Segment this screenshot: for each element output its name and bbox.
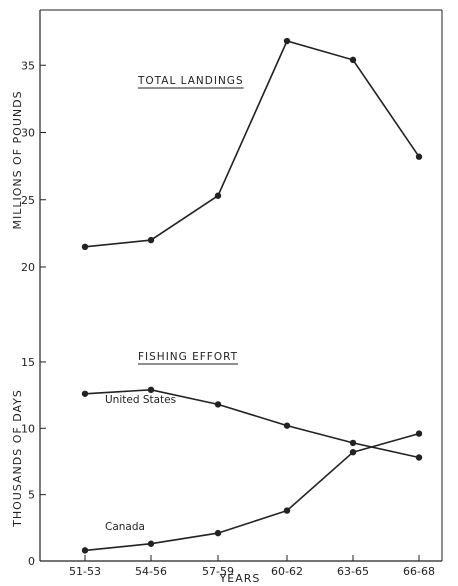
data-point xyxy=(349,448,357,456)
data-point xyxy=(81,547,89,554)
x-tick-label: 63-65 xyxy=(337,565,369,578)
data-point xyxy=(214,401,222,408)
x-tick-label: 54-56 xyxy=(135,565,167,578)
series-line xyxy=(84,388,420,459)
x-tick-label: 66-68 xyxy=(403,565,435,578)
series-label-canada: Canada xyxy=(105,521,145,533)
data-point xyxy=(349,439,357,447)
data-point xyxy=(81,390,89,397)
y-tick-label: 30 xyxy=(21,127,35,140)
y-tick-label: 0 xyxy=(28,555,35,568)
data-point xyxy=(415,454,423,461)
series-line xyxy=(84,40,420,248)
data-point xyxy=(147,236,155,244)
y-tick-label: 35 xyxy=(21,59,35,72)
data-point xyxy=(81,243,89,251)
y-axis-title: THOUSANDS OF DAYS xyxy=(11,389,24,528)
y-tick-label: 20 xyxy=(21,261,35,274)
y-tick-label: 15 xyxy=(21,356,35,369)
x-tick-label: 57-59 xyxy=(202,565,234,578)
data-point xyxy=(147,540,155,547)
x-tick-label: 51-53 xyxy=(69,565,101,578)
series-line xyxy=(84,432,420,552)
x-axis-title: YEARS xyxy=(219,572,261,585)
panel-title: FISHING EFFORT xyxy=(138,351,238,363)
series-label-united-states: United States xyxy=(105,394,176,406)
data-point xyxy=(415,153,423,160)
panel-title: TOTAL LANDINGS xyxy=(137,75,244,87)
data-point xyxy=(283,507,291,514)
data-point xyxy=(214,192,222,199)
data-point xyxy=(147,386,155,394)
y-axis-title: MILLIONS OF POUNDS xyxy=(11,90,24,229)
x-tick-label: 60-62 xyxy=(271,565,303,578)
y-tick-label: 25 xyxy=(21,194,35,207)
y-tick-label: 10 xyxy=(21,422,35,435)
data-point xyxy=(349,56,357,64)
data-point xyxy=(214,529,222,537)
y-tick-label: 5 xyxy=(28,489,35,502)
data-point xyxy=(283,422,291,429)
data-point xyxy=(415,430,423,437)
data-point xyxy=(283,37,291,45)
